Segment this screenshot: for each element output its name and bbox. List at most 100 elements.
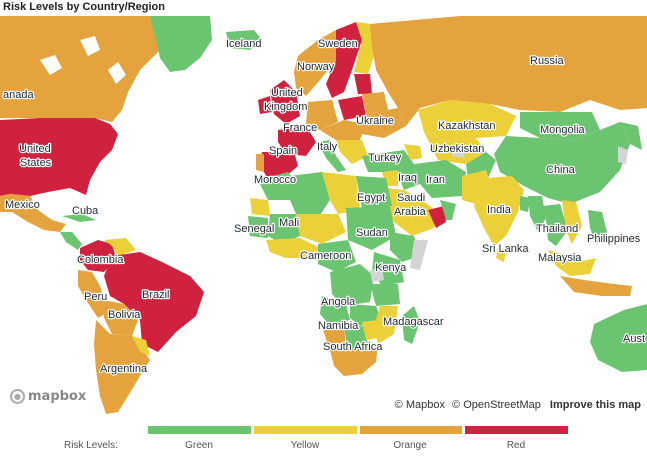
region-cameroon[interactable] xyxy=(318,240,356,272)
region-malaysia[interactable] xyxy=(548,250,596,276)
region-western-sahara[interactable] xyxy=(250,198,270,216)
region-zimbabwe[interactable] xyxy=(362,320,378,340)
region-ireland[interactable] xyxy=(258,96,272,114)
region-madagascar[interactable] xyxy=(402,306,420,344)
region-sudan[interactable] xyxy=(346,206,396,250)
region-yemen-oman[interactable] xyxy=(428,206,446,228)
region-bangladesh[interactable] xyxy=(520,196,530,212)
region-mexico[interactable] xyxy=(0,194,66,232)
world-map[interactable] xyxy=(0,16,647,414)
region-somalia[interactable] xyxy=(410,240,428,270)
region-thailand[interactable] xyxy=(542,204,568,246)
improve-map-link[interactable]: Improve this map xyxy=(549,399,641,411)
region-tanzania[interactable] xyxy=(370,284,400,306)
region-senegal[interactable] xyxy=(248,216,268,238)
mapbox-logo[interactable]: ● mapbox xyxy=(10,389,86,404)
region-greenland[interactable] xyxy=(150,16,212,72)
region-mozambique[interactable] xyxy=(374,306,398,344)
region-morocco[interactable] xyxy=(258,172,298,200)
region-indonesia[interactable] xyxy=(560,276,632,296)
region-paraguay[interactable] xyxy=(132,336,150,356)
region-india[interactable] xyxy=(474,176,524,246)
attribution-mapbox-link[interactable]: © Mapbox xyxy=(394,399,445,411)
label-uzbekistan: Uzbekistan xyxy=(430,143,484,155)
region-uk[interactable] xyxy=(270,80,300,124)
region-namibia[interactable] xyxy=(322,326,346,352)
region-philippines[interactable] xyxy=(588,210,608,244)
region-niger-chad[interactable] xyxy=(296,214,346,244)
region-algeria[interactable] xyxy=(290,172,330,218)
region-united-states[interactable] xyxy=(0,118,118,196)
attribution-osm-link[interactable]: © OpenStreetMap xyxy=(452,399,541,411)
region-baltics[interactable] xyxy=(354,74,372,94)
region-spain[interactable] xyxy=(260,152,298,178)
region-sri-lanka[interactable] xyxy=(496,248,506,262)
region-taiwan-grey[interactable] xyxy=(618,146,628,164)
region-belarus[interactable] xyxy=(362,92,388,114)
label-egypt: Egypt xyxy=(357,192,385,204)
region-mali[interactable] xyxy=(268,214,300,244)
region-south-africa[interactable] xyxy=(330,344,378,376)
region-sweden[interactable] xyxy=(326,22,362,98)
region-kazakhstan[interactable] xyxy=(418,100,516,142)
label-canada: anada xyxy=(3,89,34,101)
label-cuba: Cuba xyxy=(72,205,99,217)
region-canada-islands[interactable] xyxy=(40,36,126,84)
region-finland[interactable] xyxy=(354,22,376,74)
label-iceland: Iceland xyxy=(226,38,261,50)
region-brazil[interactable] xyxy=(104,252,204,352)
region-korea-japan[interactable] xyxy=(620,122,642,150)
region-germany[interactable] xyxy=(306,100,338,130)
mapbox-logo-text: mapbox xyxy=(28,389,87,404)
region-myanmar[interactable] xyxy=(528,196,546,232)
region-colombia[interactable] xyxy=(80,240,116,272)
region-iceland[interactable] xyxy=(226,30,262,50)
region-cuba[interactable] xyxy=(62,214,96,222)
region-angola[interactable] xyxy=(320,296,350,326)
label-morocco: Morocco xyxy=(254,174,296,186)
region-afghanistan[interactable] xyxy=(466,152,496,178)
region-turkey[interactable] xyxy=(362,150,414,172)
region-central-america[interactable] xyxy=(60,232,82,250)
region-poland[interactable] xyxy=(338,96,366,120)
chart-title: Risk Levels by Country/Region xyxy=(3,1,165,13)
label-saudi: Saudi xyxy=(397,192,425,204)
label-united-states-2: States xyxy=(20,157,52,169)
region-oman[interactable] xyxy=(440,200,456,220)
region-balkans[interactable] xyxy=(336,140,368,164)
region-iran[interactable] xyxy=(414,160,466,198)
region-uganda-grey[interactable] xyxy=(370,268,384,282)
region-caucasus[interactable] xyxy=(404,144,422,160)
region-portugal[interactable] xyxy=(256,154,264,172)
label-kingdom: Kingdom xyxy=(264,101,307,113)
region-saudi-arabia[interactable] xyxy=(386,188,440,236)
label-india: India xyxy=(487,204,512,216)
region-egypt[interactable] xyxy=(356,176,392,208)
region-russia[interactable] xyxy=(370,16,647,126)
region-venezuela[interactable] xyxy=(104,238,136,256)
region-west-africa-coast[interactable] xyxy=(266,238,320,258)
region-libya[interactable] xyxy=(322,172,360,214)
region-ukraine[interactable] xyxy=(362,108,406,138)
region-vietnam[interactable] xyxy=(562,200,582,244)
region-mongolia[interactable] xyxy=(520,112,600,140)
map-canvas[interactable]: Iceland Sweden Norway Russia anada Unite… xyxy=(0,16,647,414)
region-canada[interactable] xyxy=(0,16,175,122)
region-tajik-grey[interactable] xyxy=(452,146,466,158)
region-iraq[interactable] xyxy=(396,164,420,190)
region-france[interactable] xyxy=(278,126,316,156)
label-colombia: Colombia xyxy=(77,254,124,266)
region-peru[interactable] xyxy=(78,270,108,318)
region-australia[interactable] xyxy=(590,304,647,372)
region-botswana[interactable] xyxy=(344,326,368,350)
region-bolivia[interactable] xyxy=(104,300,138,336)
label-united: United xyxy=(271,87,303,99)
legend-label-red: Red xyxy=(506,440,526,451)
region-norway[interactable] xyxy=(294,30,336,96)
region-congo[interactable] xyxy=(330,264,374,306)
region-italy[interactable] xyxy=(318,140,346,172)
region-china[interactable] xyxy=(494,122,630,204)
legend-swatch-orange xyxy=(360,426,462,434)
region-central-europe[interactable] xyxy=(320,120,366,140)
label-bolivia: Bolivia xyxy=(108,309,141,321)
